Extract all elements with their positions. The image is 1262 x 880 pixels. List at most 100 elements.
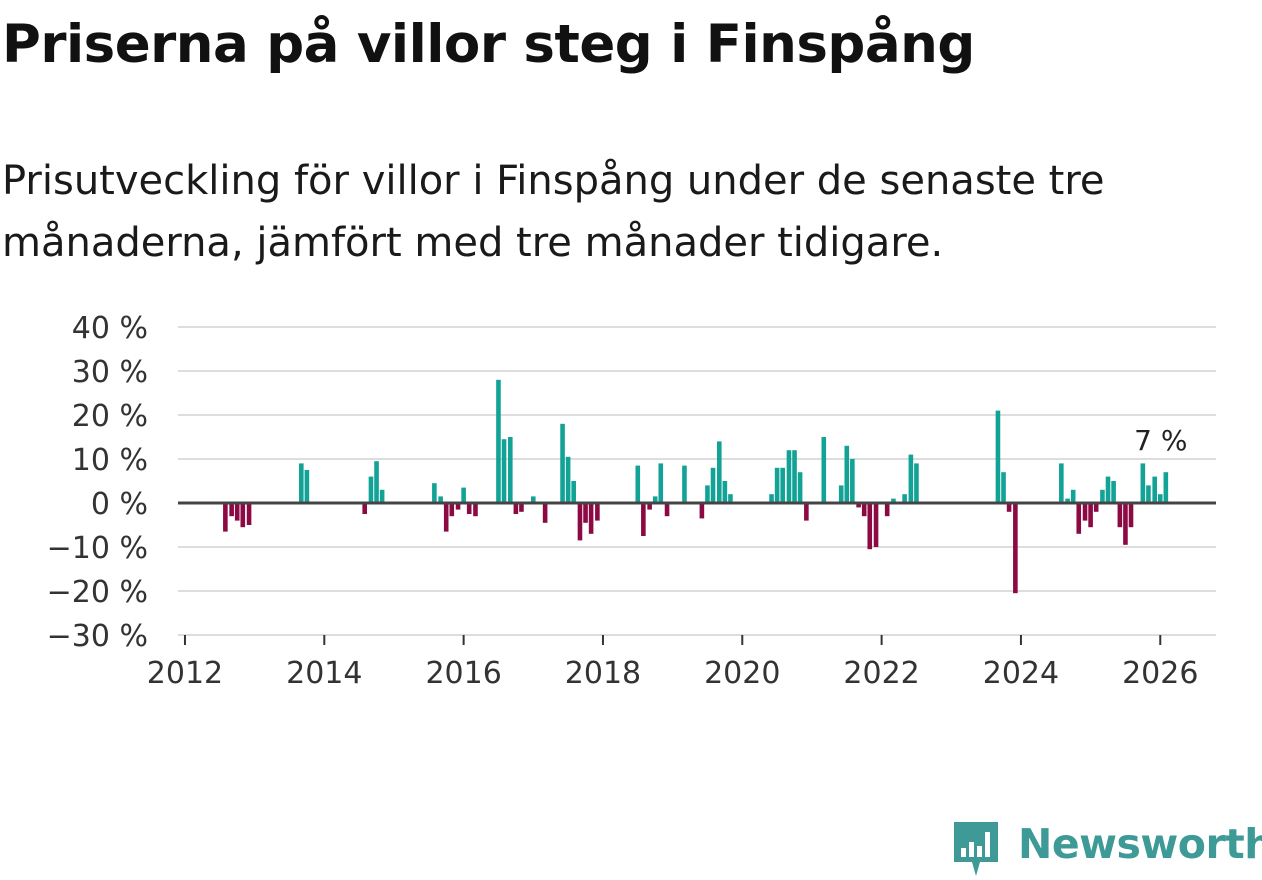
- chart-subtitle: Prisutveckling för villor i Finspång und…: [2, 158, 1105, 266]
- bar: [455, 503, 461, 510]
- bar: [658, 463, 664, 503]
- y-tick-label: −30 %: [47, 619, 148, 654]
- bar: [867, 503, 873, 550]
- bar: [542, 503, 548, 523]
- bar: [1082, 503, 1088, 521]
- bar: [699, 503, 705, 519]
- y-tick-label: 10 %: [72, 443, 148, 478]
- bar: [774, 467, 780, 503]
- bar: [466, 503, 472, 514]
- bar: [1013, 503, 1018, 594]
- bar: [1123, 503, 1128, 545]
- x-tick-label: 2018: [565, 656, 641, 691]
- bar: [1076, 503, 1082, 534]
- bar: [728, 494, 733, 503]
- bar: [705, 485, 710, 503]
- bar: [995, 410, 1001, 503]
- newsworthy-logo-icon: [954, 822, 998, 876]
- bar: [432, 483, 437, 503]
- bar: [914, 463, 919, 503]
- bar: [850, 459, 855, 503]
- bar: [716, 441, 722, 503]
- bar: [473, 503, 478, 517]
- bar: [891, 498, 896, 503]
- bar: [1006, 503, 1012, 512]
- x-tick-label: 2024: [983, 656, 1059, 691]
- x-tick-label: 2016: [425, 656, 501, 691]
- x-axis-ticks: 2012 2014 2016 2018 2020 2022 2024 2026: [147, 635, 1198, 691]
- bar: [583, 503, 588, 523]
- bar: [908, 454, 914, 503]
- bar: [710, 467, 716, 503]
- bar: [682, 465, 687, 503]
- bar: [374, 461, 379, 503]
- bar: [780, 467, 785, 503]
- bar: [722, 481, 728, 503]
- bar: [362, 503, 367, 514]
- bar: [1111, 481, 1116, 503]
- brand-logo: Newsworthy: [950, 818, 1262, 880]
- bar: [769, 494, 774, 503]
- x-tick-label: 2020: [704, 656, 780, 691]
- bar-chart: 40 %30 %20 %10 %0 %−10 %−20 %−30 % 2012 2…: [47, 311, 1216, 691]
- bar: [861, 503, 867, 517]
- bar: [496, 379, 501, 503]
- bar: [1152, 476, 1157, 503]
- bar: [577, 503, 583, 541]
- y-tick-label: 0 %: [91, 487, 148, 522]
- bar: [1163, 472, 1169, 503]
- bar: [804, 503, 809, 521]
- y-tick-label: 20 %: [72, 399, 148, 434]
- bar: [229, 503, 234, 517]
- bar: [884, 503, 890, 517]
- bar: [246, 503, 252, 525]
- bar: [588, 503, 594, 534]
- bar: [530, 496, 536, 503]
- bar: [1088, 503, 1093, 528]
- bar: [508, 437, 513, 503]
- bar: [379, 489, 385, 503]
- bar: [443, 503, 449, 532]
- brand-name: Newsworthy: [1018, 820, 1262, 868]
- bar: [1157, 494, 1163, 503]
- bar: [647, 503, 652, 510]
- bar: [821, 437, 827, 503]
- bar: [449, 503, 455, 517]
- bar: [873, 503, 879, 547]
- x-tick-label: 2012: [147, 656, 223, 691]
- bar: [513, 503, 519, 514]
- bar: [1065, 498, 1070, 503]
- x-tick-label: 2026: [1122, 656, 1198, 691]
- bar: [565, 456, 571, 503]
- bar: [304, 470, 310, 503]
- bar: [838, 485, 844, 503]
- bar: [299, 463, 304, 503]
- bar: [501, 439, 507, 503]
- bar: [234, 503, 240, 521]
- bar: [856, 503, 861, 508]
- last-value-label: 7 %: [1134, 424, 1187, 457]
- bar: [461, 487, 466, 503]
- bar: [240, 503, 246, 528]
- chart-title: Priserna på villor steg i Finspång: [2, 14, 975, 75]
- bar: [1093, 503, 1099, 512]
- bar: [844, 445, 850, 503]
- bar: [1128, 503, 1134, 528]
- y-tick-label: 30 %: [72, 355, 148, 390]
- bar: [1117, 503, 1123, 528]
- bar: [595, 503, 600, 521]
- y-axis-ticks: 40 % 30 % 20 % 10 % 0 % −10 % −20 % −30 %: [47, 311, 148, 654]
- bar: [635, 465, 641, 503]
- y-tick-label: 40 %: [72, 311, 148, 346]
- bars: [223, 379, 1169, 594]
- bar: [1001, 472, 1006, 503]
- bar: [652, 496, 658, 503]
- bar: [438, 496, 443, 503]
- bar: [1105, 476, 1111, 503]
- bar: [641, 503, 646, 536]
- bar: [1146, 485, 1151, 503]
- bar: [1059, 463, 1064, 503]
- x-tick-label: 2022: [843, 656, 919, 691]
- bar: [1100, 489, 1105, 503]
- x-tick-label: 2014: [286, 656, 362, 691]
